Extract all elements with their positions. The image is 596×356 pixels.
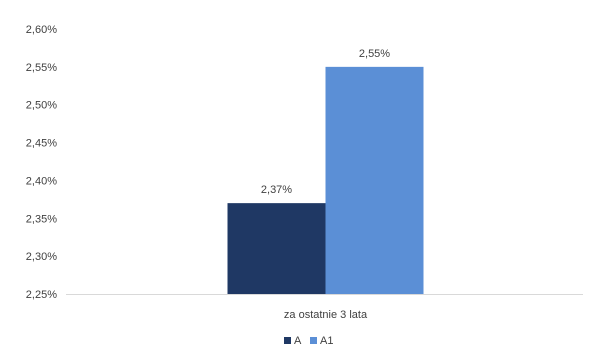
y-tick-label: 2,35% bbox=[26, 213, 57, 225]
y-tick-label: 2,25% bbox=[26, 289, 57, 301]
legend-swatch-a bbox=[284, 337, 291, 344]
data-label-a1: 2,55% bbox=[359, 48, 390, 60]
legend: A A1 bbox=[284, 335, 333, 347]
legend-swatch-a1 bbox=[310, 337, 317, 344]
bar-a1 bbox=[325, 66, 424, 294]
x-category-label: za ostatnie 3 lata bbox=[284, 309, 368, 321]
y-tick-label: 2,60% bbox=[26, 24, 57, 36]
y-tick-label: 2,50% bbox=[26, 100, 57, 112]
x-axis: za ostatnie 3 lata bbox=[284, 309, 368, 321]
legend-label-a1: A1 bbox=[320, 335, 333, 347]
data-label-a: 2,37% bbox=[261, 184, 292, 196]
y-axis: 2,25% 2,30% 2,35% 2,40% 2,45% 2,50% 2,55% 2,60% bbox=[26, 24, 57, 301]
bars: 2,37% 2,55% bbox=[227, 48, 424, 294]
y-tick-label: 2,45% bbox=[26, 138, 57, 150]
legend-label-a: A bbox=[294, 335, 302, 347]
y-tick-label: 2,40% bbox=[26, 175, 57, 187]
y-tick-label: 2,55% bbox=[26, 62, 57, 74]
y-tick-label: 2,30% bbox=[26, 251, 57, 263]
bar-a bbox=[227, 203, 326, 294]
